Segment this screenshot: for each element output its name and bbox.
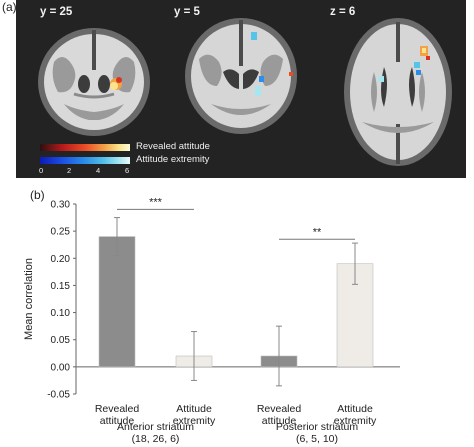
colorbar-tick: 0 xyxy=(39,166,44,175)
colorbar-tick: 2 xyxy=(67,166,72,175)
y-tick-label: 0.10 xyxy=(51,308,71,319)
colorbar-cool xyxy=(40,157,130,164)
slice-label-3: z = 6 xyxy=(330,6,356,18)
brain-image-strip: y = 25 y = 5 z = 6 Revealed attitude Att… xyxy=(16,0,466,178)
category-label-0: Revealed xyxy=(95,403,140,415)
significance-brackets: *** ** xyxy=(117,196,355,240)
category-label-1: extremity xyxy=(173,415,216,427)
category-label-0: attitude xyxy=(100,415,135,427)
y-tick-label: 0.15 xyxy=(51,281,71,292)
y-axis: -0.05 0.00 0.05 0.10 0.15 0.20 0.25 0.30 xyxy=(47,200,400,401)
colorbar-tick: 6 xyxy=(125,166,130,175)
significance-left: *** xyxy=(149,196,163,208)
group-label-0: (18, 26, 6) xyxy=(132,433,180,445)
panel-a-label: (a) xyxy=(2,0,17,14)
group-label-0: Anterior striatum xyxy=(117,421,194,433)
colorbar-tick: 4 xyxy=(96,166,101,175)
brain-slice-axial xyxy=(344,18,452,166)
category-label-2: attitude xyxy=(262,415,297,427)
significance-right: ** xyxy=(313,226,322,238)
brain-slice-coronal-anterior xyxy=(38,28,150,136)
bars xyxy=(98,217,374,387)
colorbar-hot xyxy=(40,144,130,151)
y-tick-label: 0.05 xyxy=(51,335,71,346)
colorbar-hot-label: Revealed attitude xyxy=(136,141,210,152)
panel-b-label: (b) xyxy=(30,188,45,202)
slice-label-1: y = 25 xyxy=(40,6,73,18)
bar-0 xyxy=(98,236,136,368)
y-tick-label: -0.05 xyxy=(47,390,70,401)
brain-slice-coronal-posterior xyxy=(185,18,297,134)
y-tick-label: 0.20 xyxy=(51,254,71,265)
bar-chart: -0.05 0.00 0.05 0.10 0.15 0.20 0.25 0.30 *** **… xyxy=(23,196,400,445)
x-axis-labels: RevealedattitudeAttitudeextremityReveale… xyxy=(95,403,377,445)
y-tick-label: 0.25 xyxy=(51,227,71,238)
y-tick-label: 0.30 xyxy=(51,200,71,211)
group-label-1: Posterior striatum xyxy=(276,421,359,433)
y-tick-label: 0.00 xyxy=(51,362,71,373)
y-axis-label: Mean correlation xyxy=(23,258,35,340)
group-label-1: (6, 5, 10) xyxy=(296,433,338,445)
category-label-3: Attitude xyxy=(337,403,373,415)
category-label-1: Attitude xyxy=(176,403,212,415)
category-label-2: Revealed xyxy=(257,403,302,415)
slice-label-2: y = 5 xyxy=(174,6,200,18)
colorbar-cool-label: Attitude extremity xyxy=(136,154,210,165)
category-label-3: extremity xyxy=(334,415,377,427)
